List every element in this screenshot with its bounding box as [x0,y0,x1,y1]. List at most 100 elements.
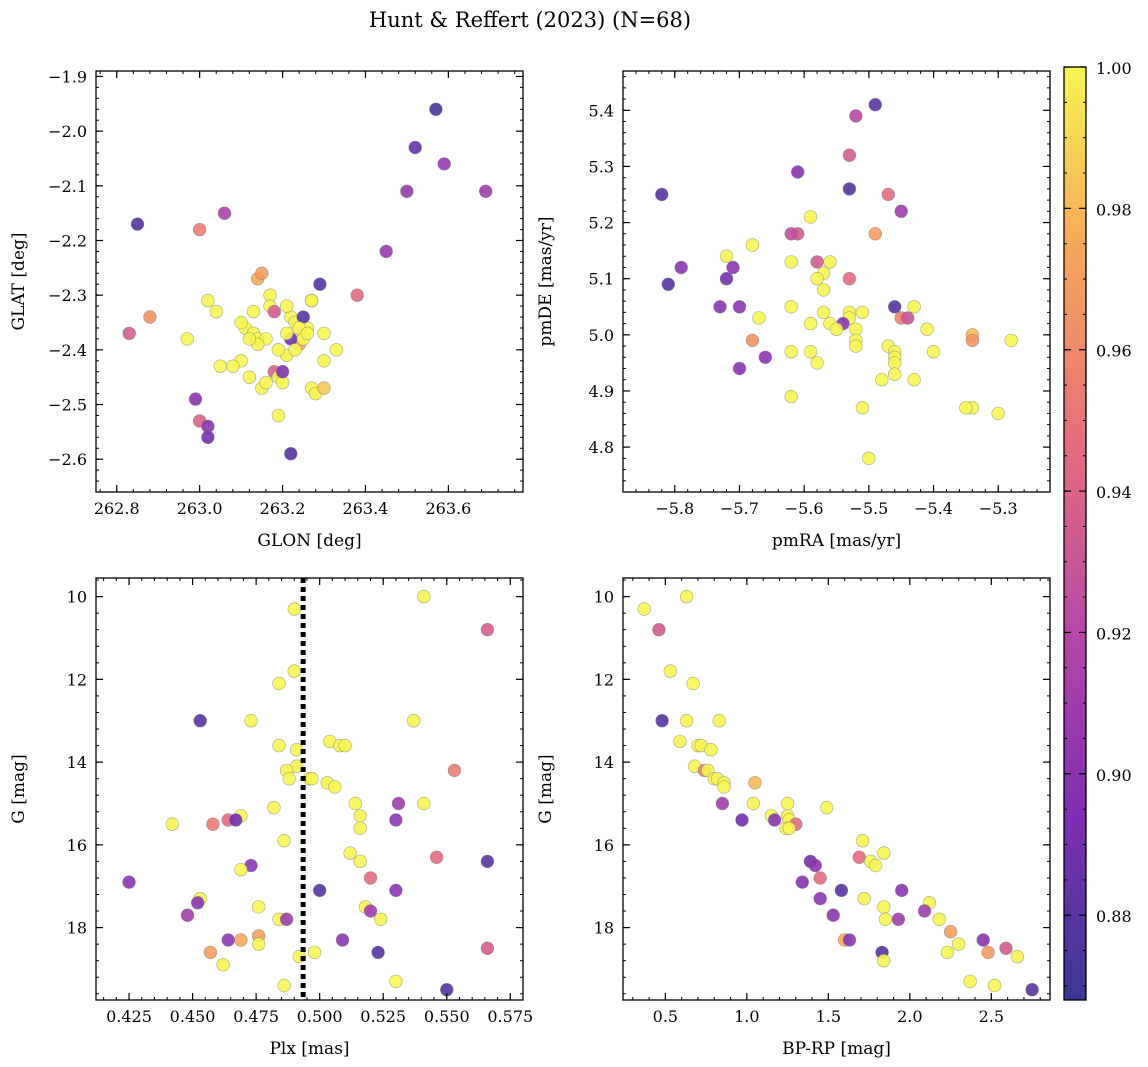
y-tick-label: 12 [67,670,87,689]
data-point [746,796,761,811]
data-point [795,875,809,889]
y-tick-label: 10 [594,588,614,607]
data-point [317,326,331,341]
data-point [305,771,319,786]
data-point [907,373,921,387]
colorbar-tick-label: 0.94 [1096,483,1132,502]
data-point [180,908,195,922]
y-axis-label: GLAT [deg] [9,232,29,330]
data-point [877,900,891,914]
y-tick-label: 12 [594,670,614,689]
data-point [782,821,796,835]
colorbar-gradient [1064,67,1086,1000]
data-point [732,361,747,376]
data-point [280,326,294,341]
data-point [715,796,730,811]
data-point [307,945,322,960]
data-point [338,738,352,753]
data-point [951,937,966,951]
data-point [206,817,220,831]
y-tick-label: 18 [67,919,87,938]
data-point [719,272,734,286]
data-point [209,304,223,319]
data-point [976,933,990,947]
data-point [480,941,495,955]
data-point [855,305,870,320]
data-point [1010,949,1025,964]
data-point [259,375,273,390]
x-tick-label: 263.4 [343,499,389,518]
data-point [304,293,319,308]
colorbar-tick-label: 0.96 [1096,342,1132,361]
data-point [735,813,749,827]
data-point [652,622,666,637]
data-point [287,664,301,678]
x-tick-label: 262.8 [94,499,140,518]
data-point [400,184,414,199]
x-tick-label: 0.5 [653,1007,678,1026]
data-point [852,850,866,864]
data-point [252,900,266,914]
data-point [417,589,431,604]
data-point [429,850,444,864]
x-tick-label: 1.0 [734,1007,759,1026]
data-point [991,406,1005,421]
y-tick-label: 10 [67,588,87,607]
data-point [834,883,849,898]
data-point [288,343,302,357]
data-point [790,165,805,179]
data-point [663,664,677,678]
data-point [252,937,266,951]
data-point [810,272,824,286]
data-point [130,217,145,231]
data-point [887,356,902,370]
x-tick-label: −5.8 [655,499,694,518]
data-point [350,288,364,302]
data-point [673,734,687,749]
data-point [732,300,747,314]
x-tick-label: 2.0 [897,1007,922,1026]
data-point [655,187,669,202]
data-point [868,858,883,873]
data-point [932,912,946,926]
data-point [480,854,495,869]
data-point [313,883,327,898]
y-tick-label: −2.0 [48,122,87,141]
axes-frame [622,577,1051,1001]
data-point [661,277,675,291]
data-point [748,776,762,790]
figure-title: Hunt & Reffert (2023) (N=68) [369,8,691,32]
colorbar: 0.88 0.90 0.92 0.94 0.96 0.98 1.00 [1063,59,1132,1001]
data-point [188,392,203,406]
y-tick-label: −2.6 [48,450,87,469]
x-axis-label: pmRA [mas/yr] [772,531,901,551]
data-point [813,871,827,885]
x-axis-label: GLON [deg] [257,531,361,551]
data-point [637,602,651,616]
x-tick-label: 1.5 [816,1007,841,1026]
data-point [280,299,294,313]
data-point [819,800,834,815]
y-tick-label: −2.4 [48,341,87,360]
data-point [784,300,798,314]
data-point [379,244,393,259]
x-tick-label: −5.7 [720,499,759,518]
data-point [267,800,281,815]
data-point [816,283,831,297]
data-point [857,891,871,906]
data-point [965,333,980,348]
y-tick-label: 16 [67,836,87,855]
data-point [842,933,857,947]
x-tick-label: 0.525 [360,1007,406,1026]
x-tick-label: 0.450 [170,1007,216,1026]
data-point [849,339,863,353]
data-point [313,277,327,291]
data-point [745,238,760,252]
data-point [244,713,258,728]
data-point [226,359,240,373]
data-point [849,109,863,123]
y-tick-label: 5.0 [589,326,614,345]
data-point [242,332,257,346]
data-point [752,311,766,325]
data-point [717,780,731,794]
